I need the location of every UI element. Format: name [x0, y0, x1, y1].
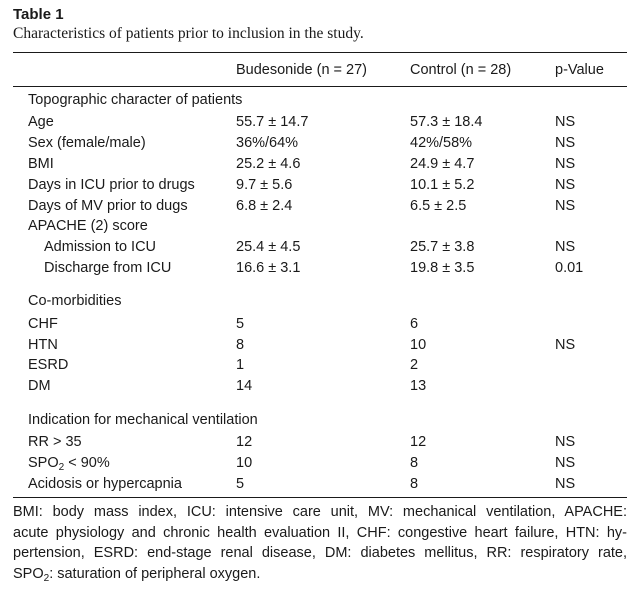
table-row: DM 14 13: [0, 377, 640, 398]
cell-control: 42%/58%: [410, 135, 473, 151]
row-label: BMI: [28, 156, 54, 172]
footnote-spo-subscript: 2: [43, 572, 50, 584]
table-row: HTN 8 10 NS: [0, 336, 640, 357]
header-rule: [13, 86, 627, 87]
table-row: APACHE (2) score: [0, 217, 640, 238]
table-row: Acidosis or hypercapnia 5 8 NS: [0, 475, 640, 496]
cell-budesonide: 6.8 ± 2.4: [236, 198, 293, 214]
header-p-value: p-Value: [555, 62, 604, 78]
top-rule: [13, 52, 627, 53]
footnote-spo-suffix: : saturation of peripheral oxygen.: [49, 565, 261, 582]
row-label: APACHE (2) score: [28, 218, 148, 234]
row-label-prefix: SPO: [28, 455, 59, 471]
section-title-topographic: Topographic character of patients: [28, 92, 243, 108]
cell-control: 57.3 ± 18.4: [410, 114, 483, 130]
footnote-line: acute physiology and chronic health eval…: [13, 524, 627, 541]
table-footnote: BMI: body mass index, ICU: intensive car…: [13, 502, 627, 584]
table-row: RR > 35 12 12 NS: [0, 433, 640, 454]
cell-budesonide: 10: [236, 455, 253, 471]
row-label: RR > 35: [28, 434, 82, 450]
table-row: SPO2 < 90% 10 8 NS: [0, 454, 640, 475]
table-row: Days in ICU prior to drugs 9.7 ± 5.6 10.…: [0, 176, 640, 197]
row-label-suffix: < 90%: [64, 455, 110, 471]
header-budesonide: Budesonide (n = 27): [236, 62, 367, 78]
table-row: Admission to ICU 25.4 ± 4.5 25.7 ± 3.8 N…: [0, 238, 640, 259]
cell-budesonide: 36%/64%: [236, 135, 299, 151]
cell-control: 24.9 ± 4.7: [410, 156, 475, 172]
footnote-line: BMI: body mass index, ICU: intensive car…: [13, 504, 627, 520]
cell-p-value: NS: [555, 337, 576, 353]
cell-control: 10.1 ± 5.2: [410, 177, 475, 193]
table-caption: Characteristics of patients prior to inc…: [13, 25, 364, 42]
row-label: DM: [28, 378, 51, 394]
cell-budesonide: 14: [236, 378, 253, 394]
table-row: CHF 5 6: [0, 315, 640, 336]
table-row: Discharge from ICU 16.6 ± 3.1 19.8 ± 3.5…: [0, 259, 640, 280]
row-label: Days in ICU prior to drugs: [28, 177, 195, 193]
table-row: ESRD 1 2: [0, 356, 640, 377]
cell-budesonide: 25.2 ± 4.6: [236, 156, 301, 172]
row-label-subscript: 2: [58, 462, 65, 473]
cell-control: 2: [410, 357, 419, 373]
cell-control: 8: [410, 455, 419, 471]
cell-budesonide: 5: [236, 476, 245, 492]
cell-p-value: NS: [555, 156, 576, 172]
row-label: Sex (female/male): [28, 135, 146, 151]
table-row: BMI 25.2 ± 4.6 24.9 ± 4.7 NS: [0, 155, 640, 176]
cell-p-value: NS: [555, 114, 576, 130]
cell-control: 8: [410, 476, 419, 492]
table-row: Age 55.7 ± 14.7 57.3 ± 18.4 NS: [0, 113, 640, 134]
cell-budesonide: 9.7 ± 5.6: [236, 177, 293, 193]
footnote-spo-prefix: SPO: [13, 565, 44, 582]
cell-budesonide: 25.4 ± 4.5: [236, 239, 301, 255]
row-label: Admission to ICU: [44, 239, 157, 255]
row-label: Discharge from ICU: [44, 260, 172, 276]
cell-budesonide: 8: [236, 337, 245, 353]
header-control: Control (n = 28): [410, 62, 512, 78]
cell-control: 13: [410, 378, 427, 394]
cell-budesonide: 55.7 ± 14.7: [236, 114, 309, 130]
cell-control: 19.8 ± 3.5: [410, 260, 475, 276]
table-label: Table 1: [13, 6, 64, 23]
cell-control: 12: [410, 434, 427, 450]
cell-control: 10: [410, 337, 427, 353]
table-row: Days of MV prior to dugs 6.8 ± 2.4 6.5 ±…: [0, 197, 640, 218]
row-label: Age: [28, 114, 54, 130]
bottom-rule: [13, 497, 627, 498]
cell-control: 6: [410, 316, 419, 332]
row-label: SPO2 < 90%: [28, 454, 110, 473]
section-title-comorbidities: Co-morbidities: [28, 293, 122, 309]
cell-p-value: NS: [555, 476, 576, 492]
row-label: HTN: [28, 337, 58, 353]
cell-p-value: NS: [555, 434, 576, 450]
table-row: Sex (female/male) 36%/64% 42%/58% NS: [0, 134, 640, 155]
row-label: Days of MV prior to dugs: [28, 198, 188, 214]
footnote-line: SPO2: saturation of peripheral oxygen.: [13, 564, 627, 585]
cell-budesonide: 5: [236, 316, 245, 332]
cell-budesonide: 1: [236, 357, 245, 373]
cell-p-value: NS: [555, 135, 576, 151]
row-label: ESRD: [28, 357, 69, 373]
section-title-indication: Indication for mechanical ventilation: [28, 412, 258, 428]
row-label: Acidosis or hypercapnia: [28, 476, 182, 492]
cell-control: 25.7 ± 3.8: [410, 239, 475, 255]
cell-p-value: 0.01: [555, 260, 584, 276]
header-row: Budesonide (n = 27) Control (n = 28) p-V…: [0, 61, 640, 82]
cell-budesonide: 12: [236, 434, 253, 450]
cell-budesonide: 16.6 ± 3.1: [236, 260, 301, 276]
cell-p-value: NS: [555, 239, 576, 255]
cell-p-value: NS: [555, 455, 576, 471]
cell-p-value: NS: [555, 177, 576, 193]
cell-p-value: NS: [555, 198, 576, 214]
cell-control: 6.5 ± 2.5: [410, 198, 467, 214]
footnote-line: pertension, ESRD: end-stage renal diseas…: [13, 545, 627, 561]
row-label: CHF: [28, 316, 58, 332]
